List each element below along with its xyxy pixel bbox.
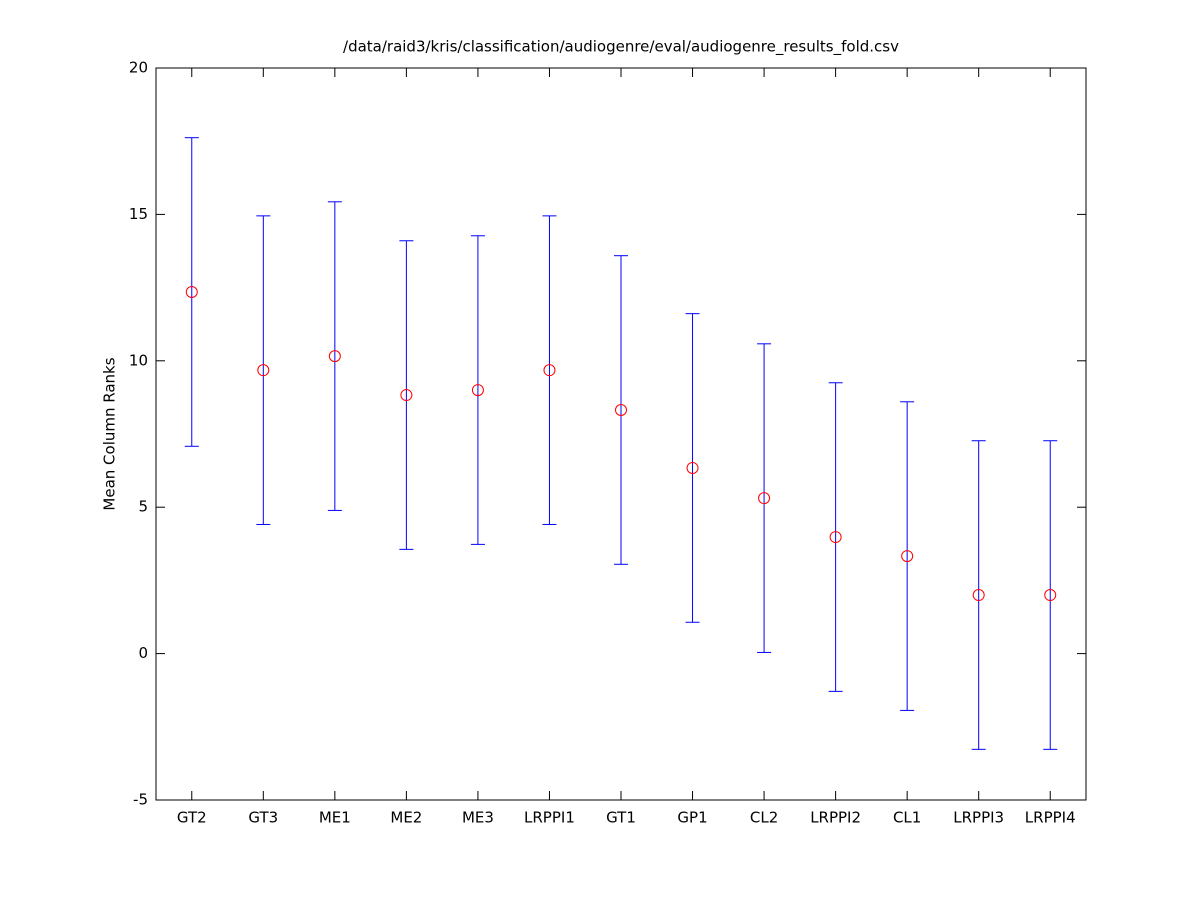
x-tick-label: ME1: [319, 809, 351, 827]
x-tick-label: LRPPI1: [524, 809, 575, 827]
chart-title: /data/raid3/kris/classification/audiogen…: [343, 38, 899, 57]
mean-marker: [758, 492, 771, 505]
y-axis-label: Mean Column Ranks: [101, 357, 119, 510]
mean-marker: [328, 350, 341, 363]
y-tick-label: 5: [138, 498, 148, 516]
x-tick-label: LRPPI4: [1025, 809, 1076, 827]
y-tick-label: 0: [138, 644, 148, 662]
mean-marker: [829, 531, 842, 544]
mean-marker: [543, 364, 556, 377]
x-tick-label: GT2: [177, 809, 207, 827]
x-tick-label: CL1: [893, 809, 921, 827]
y-tick-label: 20: [129, 59, 148, 77]
mean-marker: [257, 364, 270, 377]
mean-marker: [185, 285, 198, 298]
mean-marker: [901, 550, 914, 563]
mean-marker: [686, 461, 699, 474]
y-tick-label: -5: [133, 791, 148, 809]
mean-marker: [972, 589, 985, 602]
x-tick-label: GP1: [677, 809, 707, 827]
x-tick-label: ME2: [390, 809, 422, 827]
y-tick-label: 15: [129, 205, 148, 223]
x-tick-label: GT1: [606, 809, 636, 827]
mean-marker: [400, 389, 413, 402]
mean-marker: [1044, 589, 1057, 602]
x-tick-label: LRPPI2: [810, 809, 861, 827]
mean-marker: [615, 403, 627, 416]
x-tick-label: LRPPI3: [953, 809, 1004, 827]
x-tick-label: CL2: [750, 809, 778, 827]
y-tick-label: 10: [129, 351, 148, 369]
mean-marker: [471, 384, 484, 397]
x-tick-label: GT3: [248, 809, 278, 827]
x-tick-label: ME3: [462, 809, 494, 827]
